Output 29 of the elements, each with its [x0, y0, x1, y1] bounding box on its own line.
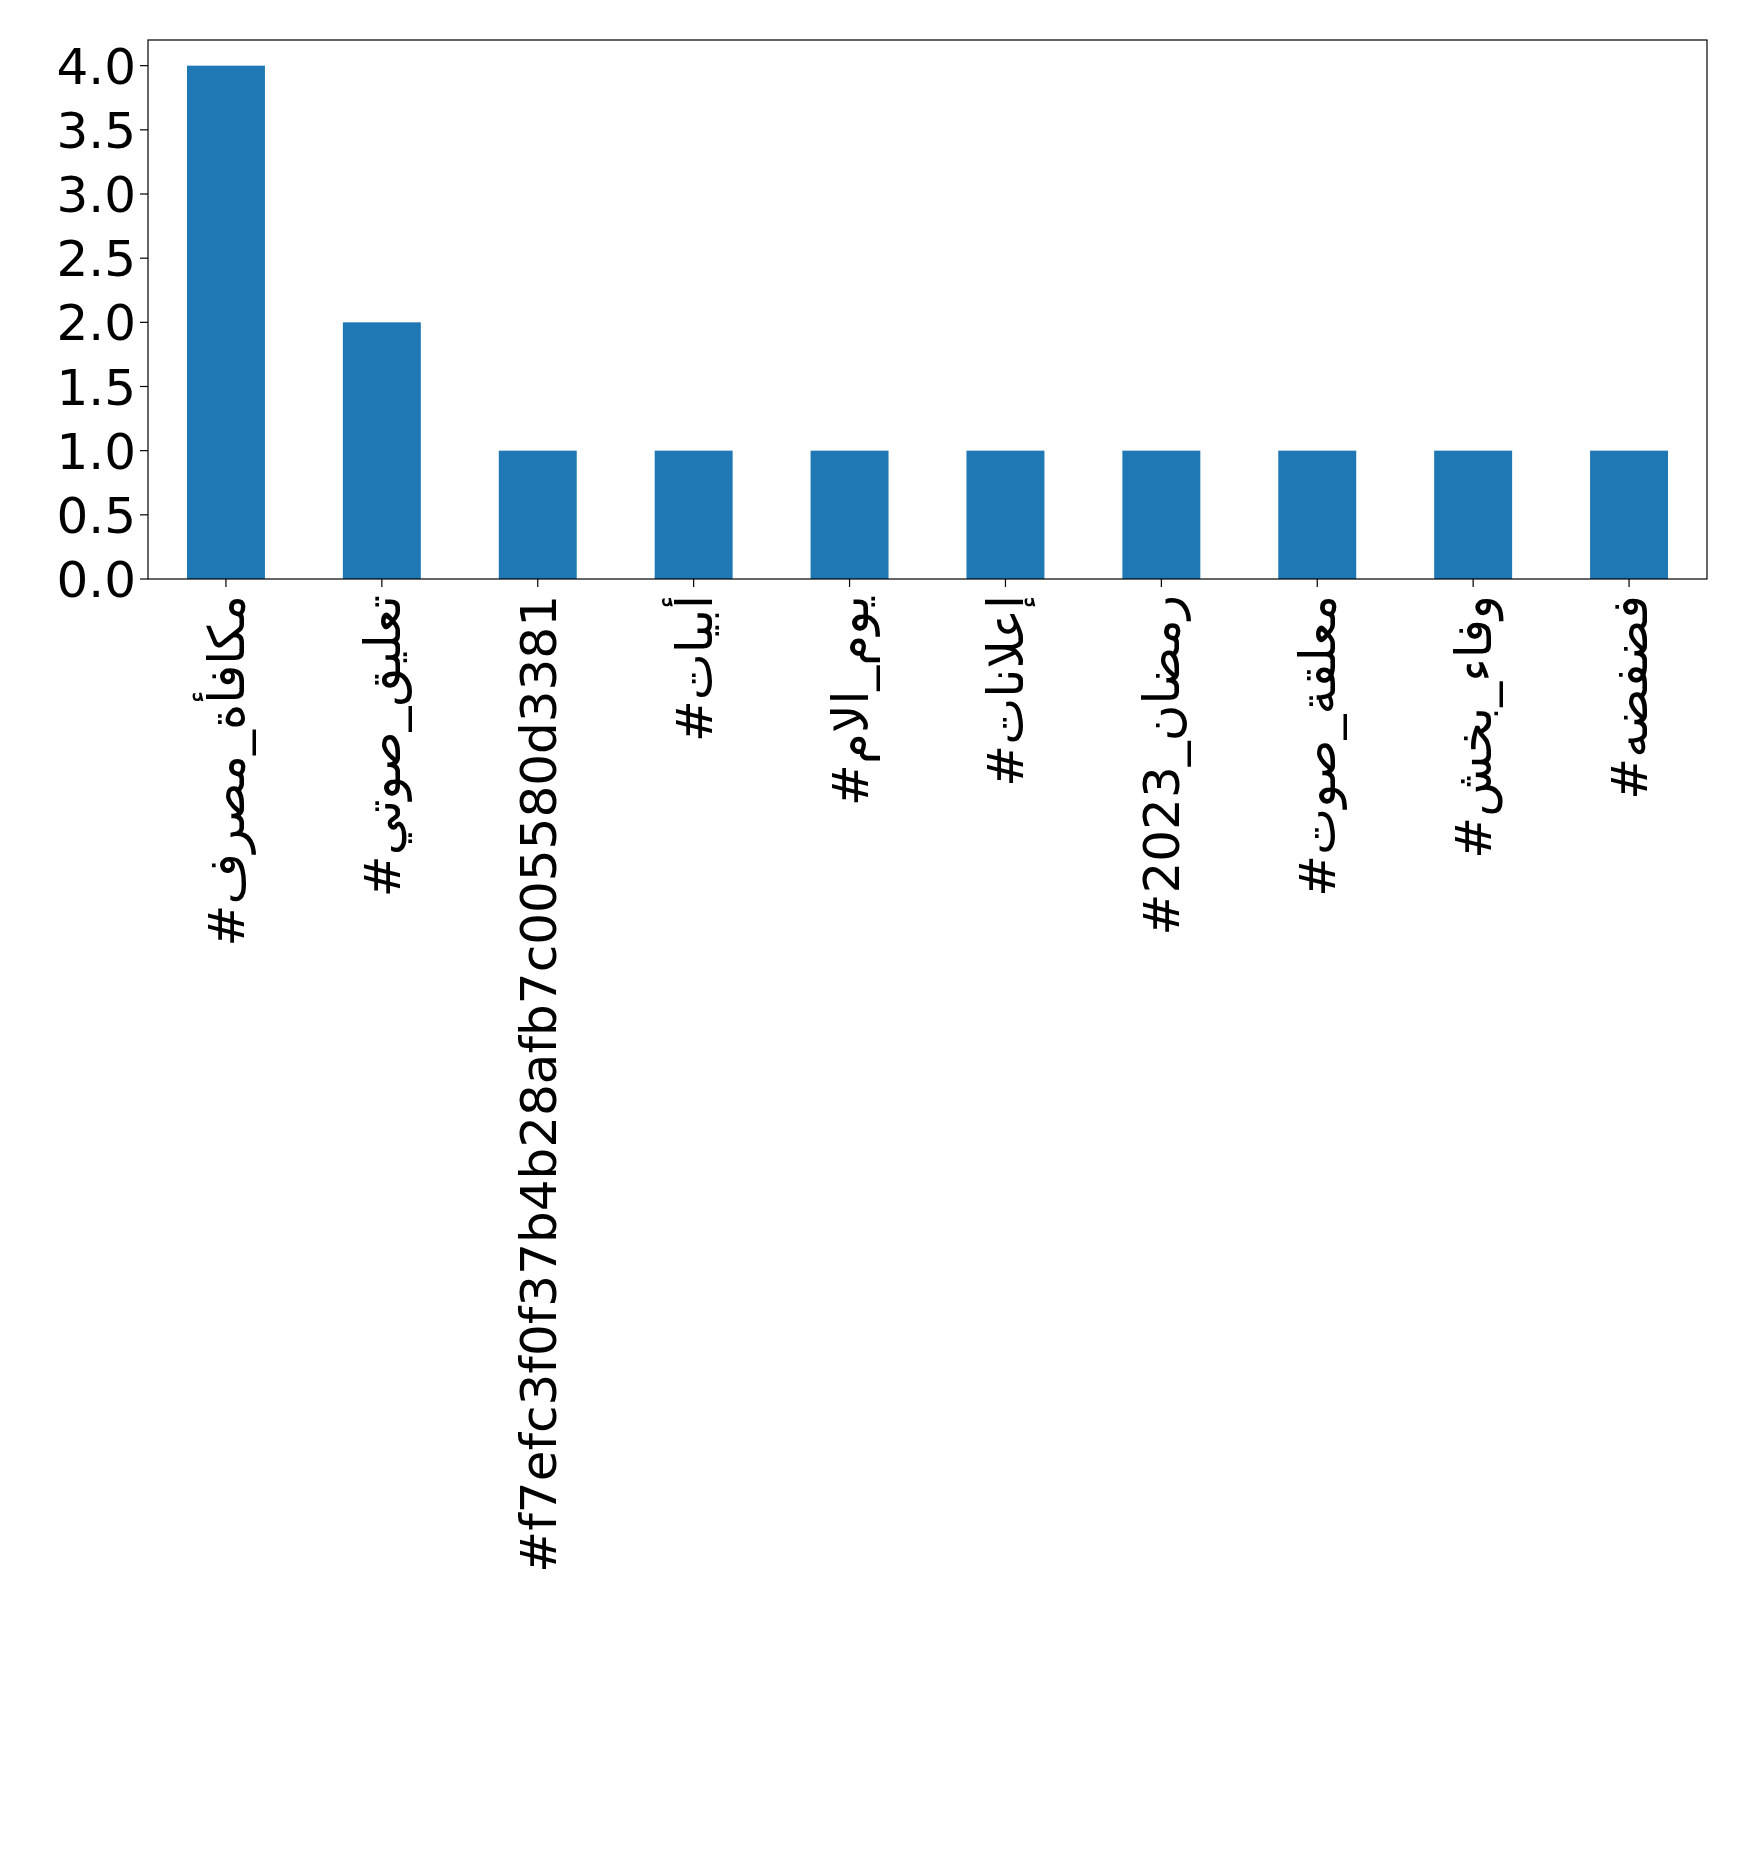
y-tick-label: 1.0	[56, 422, 136, 481]
y-tick-label: 0.0	[56, 551, 136, 609]
x-tick-label: #إعلانات	[977, 595, 1037, 787]
bar	[1590, 450, 1669, 579]
x-tick-label: #معلقة_صوت	[1289, 595, 1348, 897]
bar	[342, 322, 421, 579]
x-tick-label: #f7efc3f0f37b4b28afb7c005580d3381	[509, 595, 568, 1573]
y-tick-label: 3.0	[56, 166, 136, 224]
x-tick-label: #مكافأة_مصرف	[191, 595, 256, 947]
x-tick-label: #رمضان_2023	[1133, 595, 1192, 936]
bar	[1122, 450, 1201, 579]
x-tick-label: #فضفضه	[1601, 595, 1660, 800]
x-tick-label: #أبيات	[661, 595, 724, 743]
y-tick-label: 2.0	[56, 294, 136, 353]
y-tick-label: 0.5	[56, 486, 136, 545]
x-tick-label: #وفاء_بخش	[1445, 595, 1505, 859]
bar	[1278, 450, 1357, 579]
y-tick-label: 2.5	[56, 230, 136, 289]
y-tick-label: 4.0	[56, 37, 136, 96]
y-tick-label: 1.5	[56, 358, 136, 417]
y-tick-label: 3.5	[56, 101, 136, 160]
x-tick-label: #يوم_الام	[821, 595, 880, 806]
bar	[966, 450, 1045, 579]
bar	[1434, 450, 1513, 579]
bar	[654, 450, 733, 579]
bar	[810, 450, 889, 579]
bar	[498, 450, 577, 579]
bar	[186, 65, 265, 579]
x-tick-label: #تعليق_صوتي	[353, 595, 412, 898]
